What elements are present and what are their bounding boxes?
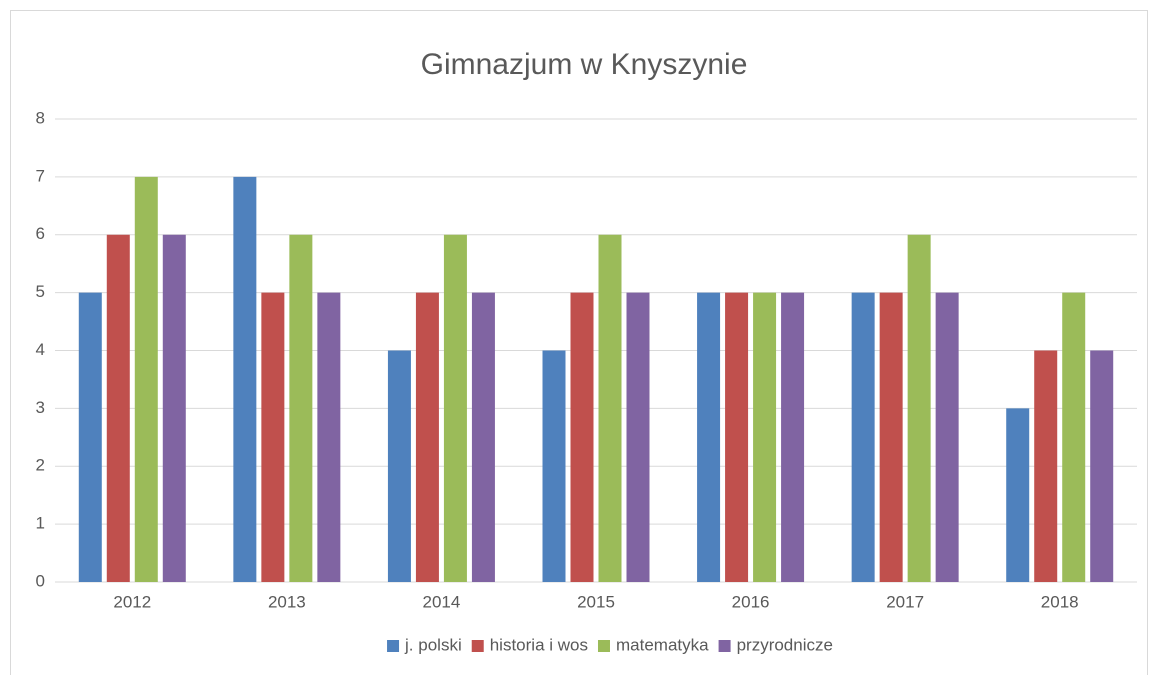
bar <box>626 292 650 582</box>
bar <box>1034 350 1058 582</box>
bar <box>753 292 777 582</box>
x-tick-label: 2014 <box>423 592 461 611</box>
legend-label: j. polski <box>404 635 462 654</box>
y-tick-label: 3 <box>36 398 45 417</box>
bar <box>935 292 959 582</box>
legend-swatch <box>387 640 400 652</box>
y-tick-label: 6 <box>36 224 45 243</box>
y-tick-label: 7 <box>36 166 45 185</box>
legend-label: matematyka <box>616 635 709 654</box>
x-tick-label: 2013 <box>268 592 306 611</box>
bar <box>233 176 257 582</box>
bar <box>1006 408 1030 582</box>
legend-swatch <box>718 640 731 652</box>
bar <box>387 350 411 582</box>
bar <box>317 292 341 582</box>
bar <box>598 234 622 582</box>
bar <box>106 234 130 582</box>
bar <box>261 292 285 582</box>
bar <box>443 234 467 582</box>
x-tick-label: 2012 <box>113 592 151 611</box>
x-tick-label: 2017 <box>886 592 924 611</box>
x-tick-label: 2015 <box>577 592 615 611</box>
bar <box>289 234 313 582</box>
bar <box>697 292 721 582</box>
y-tick-label: 8 <box>36 108 45 127</box>
bar <box>134 176 158 582</box>
chart-title: Gimnazjum w Knyszynie <box>421 48 748 81</box>
bar <box>570 292 594 582</box>
bar <box>725 292 749 582</box>
x-tick-label: 2016 <box>732 592 770 611</box>
bar <box>1090 350 1114 582</box>
bar <box>162 234 186 582</box>
bar <box>471 292 495 582</box>
bar <box>781 292 805 582</box>
legend-swatch <box>597 640 610 652</box>
bar <box>78 292 102 582</box>
y-tick-label: 2 <box>36 456 45 475</box>
bar <box>542 350 566 582</box>
legend-swatch <box>471 640 484 652</box>
y-tick-label: 4 <box>36 340 45 359</box>
y-tick-label: 1 <box>36 514 45 533</box>
bar <box>851 292 875 582</box>
bar <box>907 234 931 582</box>
bar <box>415 292 439 582</box>
bar <box>1062 292 1086 582</box>
legend-label: przyrodnicze <box>737 635 833 654</box>
y-tick-label: 0 <box>36 571 45 590</box>
bar <box>879 292 903 582</box>
y-tick-label: 5 <box>36 282 45 301</box>
legend-label: historia i wos <box>490 635 588 654</box>
x-tick-label: 2018 <box>1041 592 1079 611</box>
